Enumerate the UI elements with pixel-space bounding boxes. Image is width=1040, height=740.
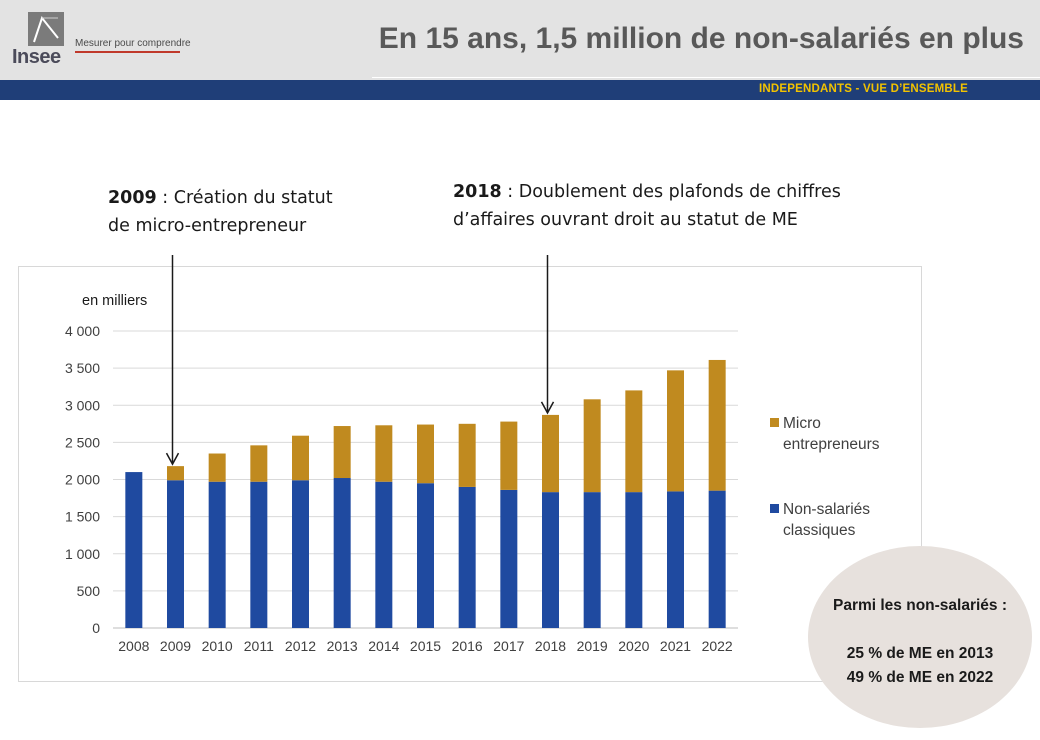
annotation-2018-text: : Doublement des plafonds de chiffres	[501, 182, 841, 202]
y-tick-label: 500	[77, 583, 101, 599]
x-tick-label: 2012	[285, 638, 316, 654]
annotation-2009: 2009 : Création du statut de micro-entre…	[108, 184, 333, 240]
y-axis-label: en milliers	[82, 293, 147, 309]
y-tick-label: 2 000	[65, 472, 100, 488]
bar-micro-entrepreneurs	[333, 426, 351, 479]
bar-non-salaries	[500, 489, 518, 628]
legend-label: classiques	[783, 522, 856, 539]
x-tick-label: 2022	[702, 638, 733, 654]
x-tick-label: 2013	[327, 638, 358, 654]
bar-non-salaries	[208, 481, 226, 628]
arrow-head-icon	[540, 401, 555, 415]
logo-wordmark: Insee	[12, 46, 61, 68]
arrow-head-icon	[165, 452, 180, 466]
bar-micro-entrepreneurs	[625, 390, 643, 493]
y-tick-label: 0	[92, 620, 100, 636]
summary-text: Parmi les non-salariés : 25 % de ME en 2…	[808, 594, 1032, 690]
annotation-2009-year: 2009	[108, 188, 157, 208]
bar-non-salaries	[417, 483, 434, 628]
x-tick-label: 2018	[535, 638, 566, 654]
logo-tagline: Mesurer pour comprendre	[75, 38, 191, 49]
summary-line-2022: 49 % de ME en 2022	[846, 669, 994, 686]
bar-non-salaries	[625, 492, 643, 628]
y-tick-label: 2 500	[65, 434, 100, 450]
bar-micro-entrepreneurs	[458, 423, 476, 487]
x-tick-label: 2011	[244, 638, 274, 654]
bar-non-salaries	[708, 490, 726, 628]
summary-heading: Parmi les non-salariés :	[832, 597, 1008, 614]
y-tick-label: 4 000	[65, 323, 100, 339]
summary-bubble	[808, 546, 1032, 728]
bar-non-salaries	[292, 480, 309, 628]
bar-micro-entrepreneurs	[708, 359, 726, 491]
x-tick-label: 2016	[452, 638, 483, 654]
bar-micro-entrepreneurs	[292, 435, 309, 481]
bar-micro-entrepreneurs	[167, 466, 184, 481]
legend-label: entrepreneurs	[783, 436, 880, 453]
annotation-2018: 2018 : Doublement des plafonds de chiffr…	[453, 178, 841, 234]
bar-non-salaries	[458, 486, 476, 628]
bar-micro-entrepreneurs	[542, 414, 559, 493]
y-tick-label: 3 500	[65, 360, 100, 376]
annotation-2018-year: 2018	[453, 182, 502, 202]
bar-micro-entrepreneurs	[375, 425, 393, 482]
bar-micro-entrepreneurs	[667, 370, 684, 492]
bar-non-salaries	[583, 492, 601, 628]
legend-swatch	[770, 418, 779, 427]
bar-micro-entrepreneurs	[250, 445, 268, 482]
bar-non-salaries	[167, 480, 184, 628]
bar-non-salaries	[250, 481, 268, 628]
x-tick-label: 2008	[118, 638, 149, 654]
bar-non-salaries	[667, 491, 684, 628]
annotation-2009-text: : Création du statut	[156, 188, 333, 208]
x-tick-label: 2014	[368, 638, 399, 654]
bar-micro-entrepreneurs	[500, 421, 518, 490]
bar-non-salaries	[375, 481, 393, 628]
bar-micro-entrepreneurs	[583, 399, 601, 493]
x-tick-label: 2021	[660, 638, 691, 654]
y-tick-label: 1 500	[65, 509, 100, 525]
insee-logo-icon	[28, 12, 64, 46]
section-band	[0, 80, 1040, 100]
legend-label: Non-salariés	[783, 501, 870, 518]
annotation-2018-line2: d’affaires ouvrant droit au statut de ME	[453, 210, 798, 230]
bar-non-salaries	[542, 492, 559, 628]
bar-non-salaries	[125, 472, 143, 628]
x-tick-label: 2019	[577, 638, 608, 654]
legend-label: Micro	[783, 415, 821, 432]
summary-line-2013: 25 % de ME en 2013	[846, 645, 994, 662]
bar-non-salaries	[333, 478, 351, 628]
legend-swatch	[770, 504, 779, 513]
band-divider	[372, 77, 1040, 78]
page-title: En 15 ans, 1,5 million de non-salariés e…	[378, 22, 1024, 55]
bar-micro-entrepreneurs	[417, 424, 434, 484]
x-tick-label: 2017	[493, 638, 524, 654]
x-tick-label: 2020	[618, 638, 649, 654]
header	[0, 0, 1040, 80]
y-tick-label: 1 000	[65, 546, 100, 562]
y-tick-label: 3 000	[65, 397, 100, 413]
section-label: INDEPENDANTS - VUE D’ENSEMBLE	[759, 83, 968, 95]
bar-micro-entrepreneurs	[208, 453, 226, 482]
x-tick-label: 2015	[410, 638, 441, 654]
tagline-underline	[75, 51, 180, 53]
x-tick-label: 2009	[160, 638, 191, 654]
annotation-2009-line2: de micro-entrepreneur	[108, 216, 307, 236]
x-tick-label: 2010	[202, 638, 233, 654]
